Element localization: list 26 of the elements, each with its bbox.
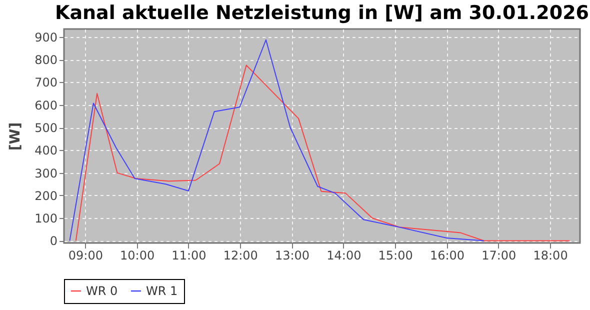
x-tick-label: 14:00 (326, 248, 362, 262)
x-tick-label: 13:00 (274, 248, 310, 262)
y-tick-label: 200 (34, 188, 58, 203)
legend-label: WR 0 (86, 284, 118, 298)
x-tick-label: 12:00 (223, 248, 258, 262)
x-tick-label: 10:00 (120, 248, 155, 262)
line-series (69, 39, 484, 242)
y-axis-title: [W] (8, 122, 24, 151)
x-tick-label: 09:00 (68, 248, 103, 262)
y-tick-label: 600 (34, 98, 58, 112)
legend-label: WR 1 (146, 284, 178, 298)
chart-title: Kanal aktuelle Netzleistung in [W] am 30.01.2026 (54, 2, 590, 24)
line-series (75, 64, 570, 242)
y-tick-label: 800 (34, 53, 58, 68)
y-tick-label: 400 (34, 144, 58, 158)
x-tick-label: 11:00 (172, 248, 206, 262)
y-tick-label: 100 (34, 212, 58, 226)
x-tick-label: 18:00 (533, 248, 568, 262)
y-tick-label: 700 (34, 76, 58, 90)
y-tick-label: 500 (34, 121, 58, 136)
y-tick-label: 0 (50, 234, 58, 248)
y-tick-label: 300 (34, 166, 58, 180)
x-tick-label: 15:00 (378, 248, 413, 262)
y-tick-label: 900 (34, 30, 58, 44)
x-tick-label: 16:00 (430, 248, 465, 262)
x-tick-label: 17:00 (482, 248, 516, 262)
